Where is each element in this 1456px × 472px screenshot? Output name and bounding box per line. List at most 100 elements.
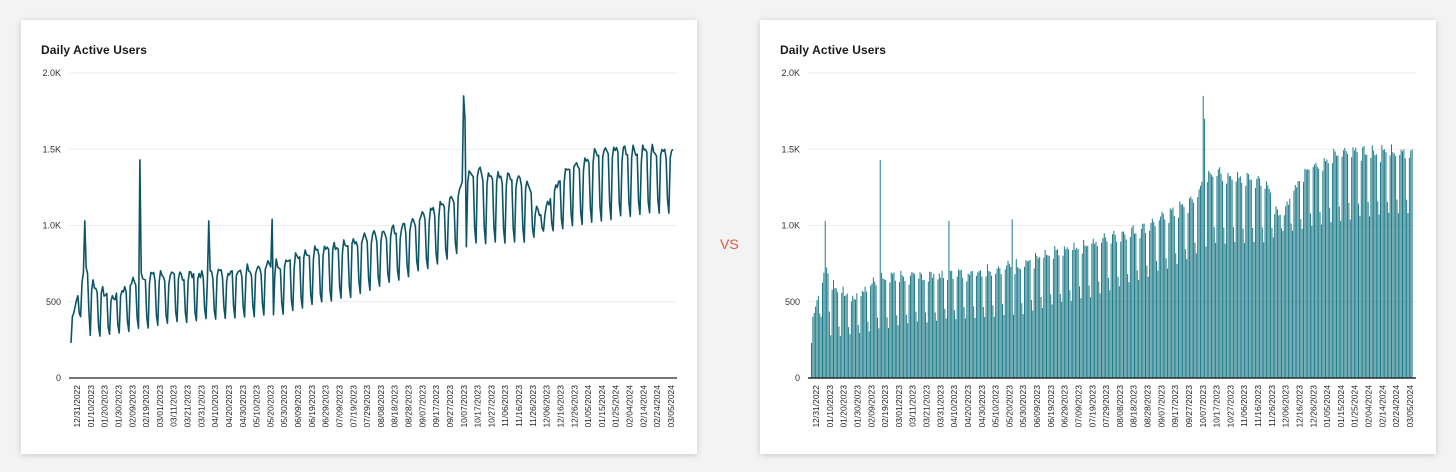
bar xyxy=(1076,247,1078,378)
bar xyxy=(1061,301,1063,378)
bar xyxy=(890,272,892,378)
bar xyxy=(1298,180,1300,378)
bar xyxy=(849,334,851,378)
bar xyxy=(1403,149,1405,378)
bar xyxy=(1197,197,1199,378)
bar xyxy=(1182,204,1184,378)
bar xyxy=(1270,192,1272,378)
bar xyxy=(1241,182,1243,378)
bar xyxy=(1059,293,1061,378)
bar xyxy=(1040,297,1042,378)
bar xyxy=(1276,209,1278,378)
x-tick-label: 01/05/2024 xyxy=(1322,385,1332,428)
bar xyxy=(1074,249,1076,378)
bar xyxy=(876,317,878,378)
y-tick-label: 0 xyxy=(56,373,61,383)
bar xyxy=(1125,239,1127,378)
x-tick-label: 01/10/2023 xyxy=(86,385,96,428)
bar xyxy=(920,273,922,378)
bar xyxy=(1199,185,1201,378)
bar xyxy=(834,288,836,378)
bar xyxy=(978,271,980,378)
bar xyxy=(1400,149,1402,378)
bar xyxy=(1363,146,1365,378)
bar xyxy=(938,273,940,378)
bar xyxy=(1260,185,1262,378)
bar xyxy=(905,314,907,378)
x-tick-label: 04/20/2023 xyxy=(963,385,973,428)
x-tick-label: 03/11/2023 xyxy=(169,385,179,427)
bar xyxy=(823,272,825,378)
bar xyxy=(951,271,953,378)
bar xyxy=(949,270,951,378)
bar xyxy=(875,285,877,378)
x-tick-label: 09/17/2023 xyxy=(431,385,441,428)
bar xyxy=(1055,250,1057,378)
x-tick-label: 02/14/2024 xyxy=(1377,385,1387,428)
bar xyxy=(1186,259,1188,378)
bar xyxy=(1362,147,1364,378)
bar xyxy=(1326,159,1328,378)
bar xyxy=(1325,160,1327,378)
bar xyxy=(845,295,847,378)
bar xyxy=(1138,280,1140,378)
bar xyxy=(1359,215,1361,378)
bar xyxy=(1257,175,1259,378)
x-tick-label: 08/18/2023 xyxy=(1129,385,1139,428)
bar xyxy=(1021,303,1023,378)
bar xyxy=(1378,214,1380,378)
bar xyxy=(927,281,929,378)
bar xyxy=(1015,258,1017,378)
bar xyxy=(1157,270,1159,378)
bar xyxy=(1268,188,1270,378)
bar xyxy=(1250,179,1252,378)
bar xyxy=(1309,213,1311,378)
bar xyxy=(1164,219,1166,378)
x-tick-label: 10/27/2023 xyxy=(486,385,496,428)
bar xyxy=(923,279,925,378)
bar xyxy=(1102,238,1104,378)
bar xyxy=(1353,150,1355,378)
bar xyxy=(1213,227,1215,378)
bar xyxy=(903,276,905,378)
bar xyxy=(1058,255,1060,378)
bar xyxy=(1161,211,1163,378)
vs-label: VS xyxy=(720,236,739,252)
bar xyxy=(1092,238,1094,378)
bar xyxy=(1224,243,1226,378)
x-tick-label: 11/16/2023 xyxy=(1253,385,1263,427)
bar xyxy=(908,284,910,378)
x-tick-label: 02/04/2024 xyxy=(625,385,635,428)
bar xyxy=(1177,217,1179,378)
bar xyxy=(1254,187,1256,378)
bar xyxy=(853,298,855,378)
bar xyxy=(1118,286,1120,378)
bar xyxy=(1397,213,1399,378)
bar xyxy=(883,279,885,378)
bar xyxy=(1193,202,1195,379)
bar xyxy=(1314,164,1316,378)
bar xyxy=(1180,204,1182,378)
bar xyxy=(882,278,884,378)
x-tick-label: 03/05/2024 xyxy=(666,385,676,428)
bar xyxy=(975,275,977,378)
bar xyxy=(1216,176,1218,378)
x-tick-label: 09/27/2023 xyxy=(1184,385,1194,428)
x-tick-label: 11/06/2023 xyxy=(1239,385,1249,427)
bar xyxy=(1043,257,1045,378)
bar xyxy=(992,305,994,378)
bar xyxy=(1057,249,1059,378)
bar xyxy=(1392,152,1394,378)
bar xyxy=(870,285,872,378)
bar xyxy=(911,272,913,378)
bar xyxy=(1132,225,1134,378)
bar xyxy=(852,295,854,378)
bar xyxy=(1252,227,1254,378)
x-tick-label: 01/15/2024 xyxy=(1336,385,1346,428)
bar xyxy=(1410,150,1412,378)
bar xyxy=(1143,223,1145,378)
x-tick-label: 10/07/2023 xyxy=(459,385,469,428)
chart-card-bar: Daily Active Users 0 500 1.0K 1.5K 2.0K 12/31… xyxy=(760,20,1436,454)
bar xyxy=(1147,276,1149,378)
bar xyxy=(1292,230,1294,378)
